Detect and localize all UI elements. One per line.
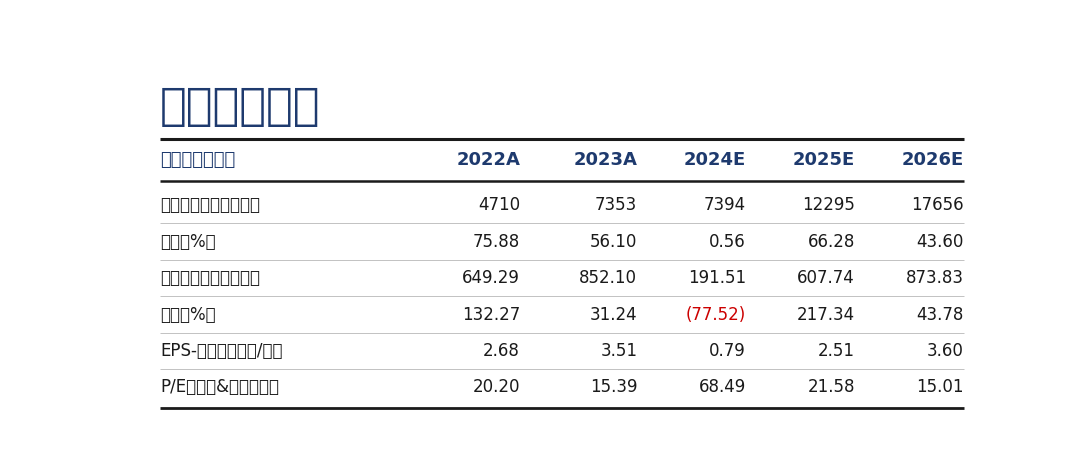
Text: 7353: 7353	[595, 196, 637, 214]
Text: 同比（%）: 同比（%）	[160, 233, 216, 251]
Text: 买入（维持）: 买入（维持）	[160, 85, 321, 129]
Text: 2.68: 2.68	[483, 342, 521, 360]
Text: 2026E: 2026E	[902, 151, 963, 169]
Text: 同比（%）: 同比（%）	[160, 306, 216, 323]
Text: 607.74: 607.74	[797, 269, 855, 287]
Text: 31.24: 31.24	[590, 306, 637, 323]
Text: 20.20: 20.20	[473, 378, 521, 396]
Text: 66.28: 66.28	[808, 233, 855, 251]
Text: 15.39: 15.39	[590, 378, 637, 396]
Text: 75.88: 75.88	[473, 233, 521, 251]
Text: 2024E: 2024E	[684, 151, 746, 169]
Text: 2023A: 2023A	[573, 151, 637, 169]
Text: 2.51: 2.51	[818, 342, 855, 360]
Text: 873.83: 873.83	[906, 269, 963, 287]
Text: 649.29: 649.29	[462, 269, 521, 287]
Text: 217.34: 217.34	[797, 306, 855, 323]
Text: 2025E: 2025E	[793, 151, 855, 169]
Text: 56.10: 56.10	[590, 233, 637, 251]
Text: 17656: 17656	[912, 196, 963, 214]
Text: 852.10: 852.10	[579, 269, 637, 287]
Text: 3.60: 3.60	[927, 342, 963, 360]
Text: 15.01: 15.01	[916, 378, 963, 396]
Text: EPS-最新摊薄（元/股）: EPS-最新摊薄（元/股）	[160, 342, 283, 360]
Text: 43.60: 43.60	[916, 233, 963, 251]
Text: 0.56: 0.56	[710, 233, 746, 251]
Text: 2022A: 2022A	[456, 151, 521, 169]
Text: 归母净利润（百万元）: 归母净利润（百万元）	[160, 269, 260, 287]
Text: 132.27: 132.27	[462, 306, 521, 323]
Text: 21.58: 21.58	[808, 378, 855, 396]
Text: 12295: 12295	[802, 196, 855, 214]
Text: P/E（现价&最新摊薄）: P/E（现价&最新摊薄）	[160, 378, 279, 396]
Text: 3.51: 3.51	[600, 342, 637, 360]
Text: 191.51: 191.51	[688, 269, 746, 287]
Text: (77.52): (77.52)	[686, 306, 746, 323]
Text: 7394: 7394	[704, 196, 746, 214]
Text: 盈利预测与估值: 盈利预测与估值	[160, 151, 235, 169]
Text: 营业总收入（百万元）: 营业总收入（百万元）	[160, 196, 260, 214]
Text: 68.49: 68.49	[699, 378, 746, 396]
Text: 0.79: 0.79	[710, 342, 746, 360]
Text: 4710: 4710	[477, 196, 521, 214]
Text: 43.78: 43.78	[916, 306, 963, 323]
